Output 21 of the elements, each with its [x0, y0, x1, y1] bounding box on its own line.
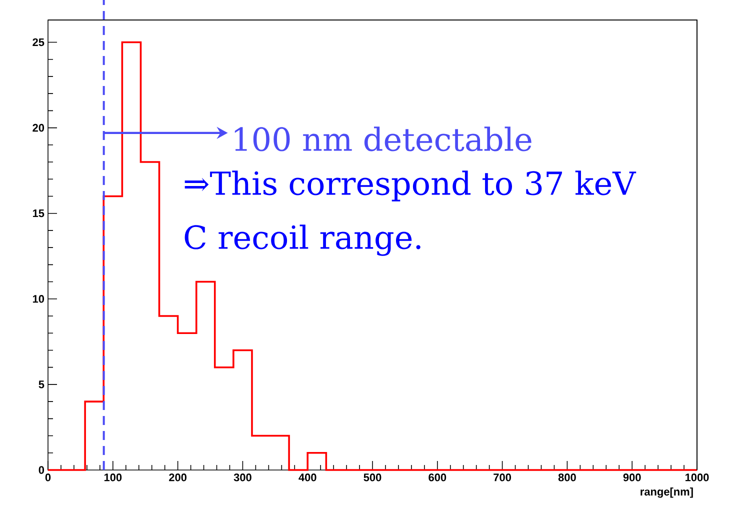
x-tick-label: 500 [364, 474, 382, 482]
x-tick-label: 0 [45, 474, 51, 482]
x-tick-label: 700 [494, 474, 511, 482]
x-tick-label: 800 [558, 474, 576, 482]
x-tick-label: 400 [298, 474, 316, 482]
x-tick-label: 1000 [686, 474, 709, 482]
x-tick-label: 900 [623, 474, 641, 482]
annotation: ⇒This correspond to 37 keV [184, 170, 636, 202]
x-tick-label: 100 [104, 474, 122, 482]
y-tick-label: 25 [32, 38, 44, 46]
x-tick-label: 200 [169, 474, 186, 482]
annotation: 100 nm detectable [234, 126, 532, 152]
y-tick-label: 10 [32, 295, 44, 303]
y-tick-label: 5 [38, 380, 44, 388]
y-tick-label: 20 [32, 124, 44, 132]
x-tick-label: 300 [234, 474, 252, 482]
y-tick-label: 15 [32, 210, 44, 218]
x-tick-label: 600 [428, 474, 446, 482]
y-tick-label: 0 [38, 466, 44, 474]
x-axis-title: range[nm] [640, 488, 693, 498]
annotation: C recoil range. [184, 224, 420, 256]
